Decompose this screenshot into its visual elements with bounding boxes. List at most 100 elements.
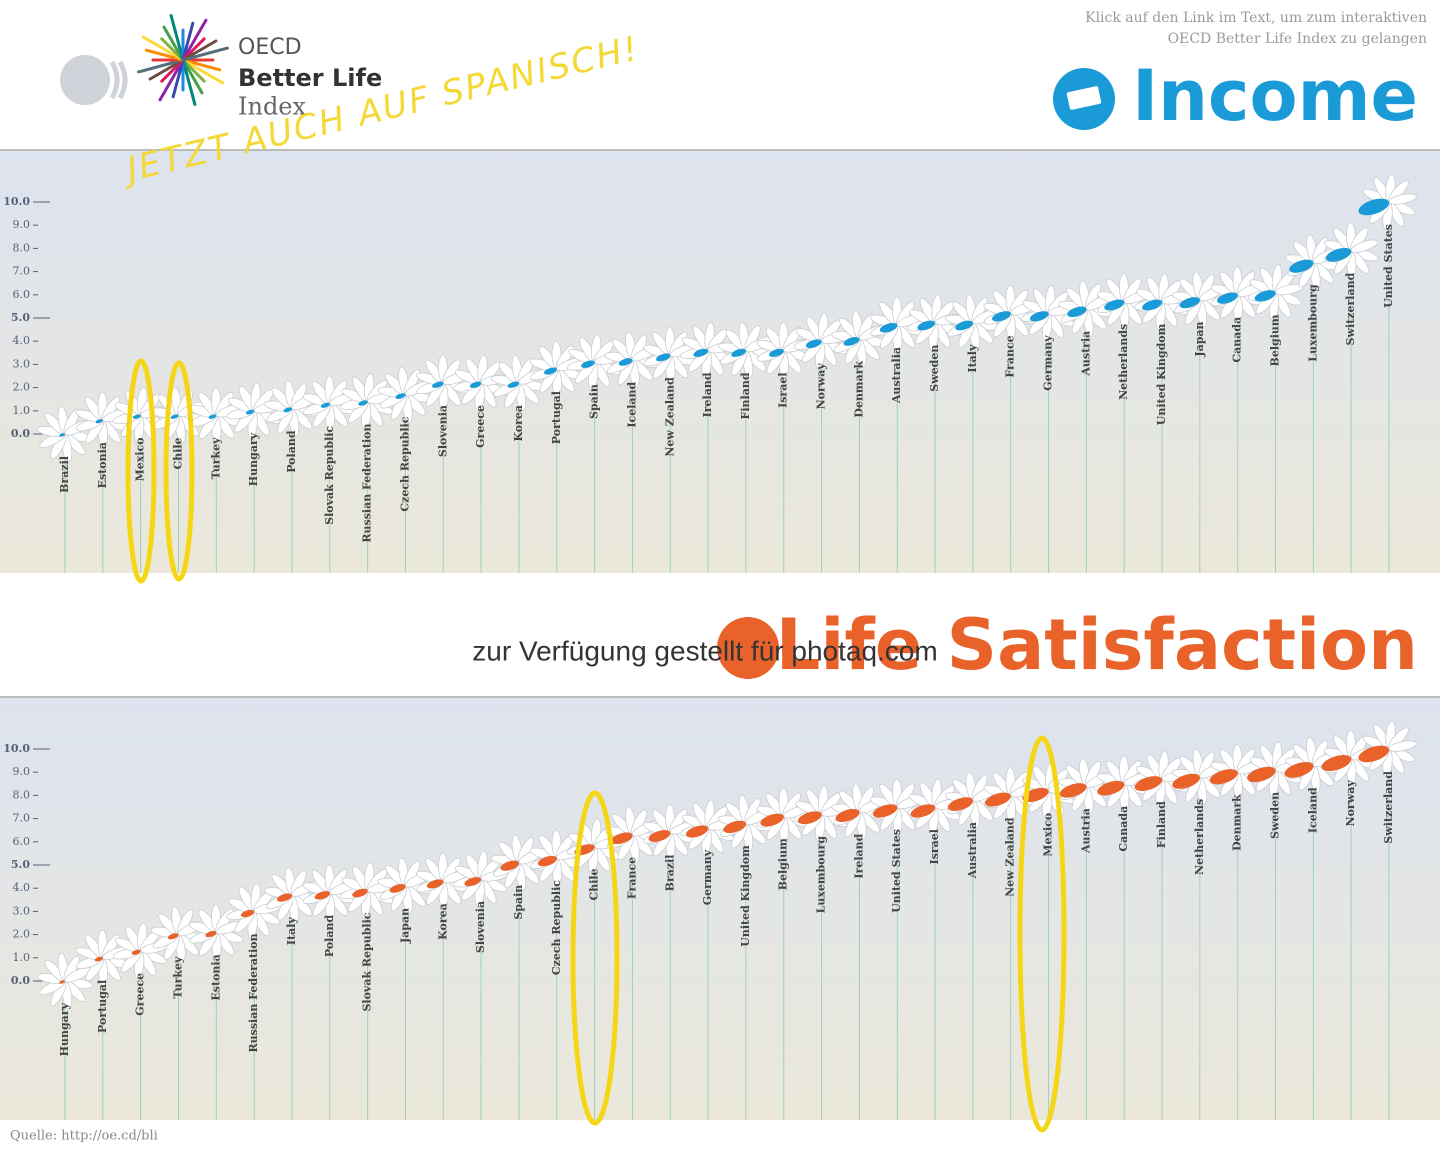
burst-ray — [137, 58, 185, 74]
value-petal — [1289, 259, 1314, 273]
flower — [1134, 273, 1190, 331]
category-label: United States — [1382, 224, 1395, 308]
value-petal — [1217, 292, 1238, 304]
value-petal — [760, 813, 784, 827]
flower — [680, 799, 736, 857]
flower — [529, 829, 585, 887]
value-petal — [59, 433, 66, 437]
value-petal — [1284, 762, 1314, 778]
life-icon — [717, 617, 779, 679]
flower — [1096, 755, 1152, 813]
flower — [226, 382, 282, 440]
value-petal — [731, 348, 746, 357]
category-label: Estonia — [96, 442, 109, 488]
value-petal — [544, 367, 557, 375]
burst-ray — [181, 39, 218, 62]
category-label: Luxembourg — [815, 836, 828, 914]
value-petal — [358, 400, 368, 406]
category-label: Denmark — [852, 361, 865, 418]
category-label: Korea — [436, 903, 449, 940]
y-tick-label: 8.0 — [13, 241, 31, 254]
value-petal — [618, 358, 633, 366]
category-label: Germany — [701, 849, 714, 905]
category-label: Germany — [1042, 335, 1055, 391]
value-petal — [1134, 776, 1163, 792]
flower — [831, 783, 888, 840]
value-petal — [769, 348, 784, 357]
y-tick-label: 0.0 — [11, 974, 30, 987]
category-label: Slovak Republic — [323, 426, 336, 525]
value-petal — [1104, 299, 1125, 311]
category-label: Netherlands — [1117, 324, 1130, 400]
flower — [490, 834, 547, 891]
value-petal — [167, 933, 179, 940]
burst-ray — [181, 58, 204, 95]
category-label: Greece — [134, 973, 147, 1016]
value-petal — [805, 339, 822, 349]
value-petal — [1321, 755, 1352, 772]
y-tick-label: 2.0 — [13, 928, 31, 941]
y-tick-label: 10.0 — [3, 195, 30, 208]
value-petal — [283, 407, 293, 413]
value-petal — [1358, 198, 1390, 216]
burst-ray — [171, 58, 185, 99]
category-label: Finland — [1155, 801, 1168, 848]
value-petal — [426, 879, 444, 889]
flower — [226, 883, 282, 940]
value-petal — [1179, 297, 1200, 309]
category-label: Australia — [890, 347, 903, 404]
value-petal — [1325, 247, 1352, 262]
flower — [1358, 720, 1417, 778]
value-petal — [507, 381, 520, 388]
y-tick-label: 4.0 — [13, 881, 31, 894]
flower — [490, 354, 547, 412]
category-label: Estonia — [209, 954, 222, 1000]
value-petal — [872, 804, 898, 818]
value-petal — [389, 884, 406, 893]
value-petal — [352, 888, 368, 898]
chart-title: Life Satisfaction — [776, 604, 1418, 686]
y-tick-label: 1.0 — [13, 404, 31, 417]
flower — [983, 284, 1038, 342]
category-label: Russian Federation — [361, 424, 374, 543]
flower — [189, 387, 244, 444]
category-label: New Zealand — [1004, 817, 1017, 897]
flower — [717, 795, 774, 852]
category-label: Norway — [815, 363, 828, 410]
category-label: Portugal — [96, 980, 109, 1033]
category-label: Russian Federation — [247, 933, 260, 1052]
category-label: Finland — [739, 372, 752, 419]
category-label: Sweden — [1269, 792, 1282, 839]
y-tick-label: 7.0 — [13, 265, 31, 278]
burst-ray — [181, 21, 195, 62]
y-tick-label: 6.0 — [13, 288, 31, 301]
category-label: Japan — [398, 908, 411, 944]
value-petal — [131, 949, 141, 955]
category-label: United States — [890, 829, 903, 913]
value-petal — [464, 877, 482, 887]
flower — [983, 767, 1038, 824]
y-tick-label: 1.0 — [13, 951, 31, 964]
burst-ray — [162, 25, 185, 62]
chart-title: Income — [1132, 55, 1418, 137]
highlight-ellipse — [570, 790, 620, 1126]
category-label: Switzerland — [1344, 272, 1357, 345]
category-label: Netherlands — [1193, 799, 1206, 875]
category-label: Israel — [928, 829, 941, 864]
logo-burst — [137, 14, 229, 106]
burst-ray — [181, 58, 225, 85]
category-label: Iceland — [1306, 787, 1319, 833]
category-label: Hungary — [58, 1002, 71, 1056]
category-label: Czech Republic — [398, 416, 411, 511]
category-label: Slovenia — [474, 901, 487, 953]
flower — [1284, 737, 1342, 794]
burst-ray — [169, 14, 185, 62]
value-petal — [685, 825, 709, 838]
category-label: Brazil — [663, 855, 676, 892]
flower — [1285, 234, 1342, 291]
flower — [1171, 748, 1228, 805]
logo-text: Index — [238, 93, 307, 121]
charts: 0.0 1.0 2.0 3.0 4.0 5.0 6.0 7.0 8.0 9.0 10.0 Brazil… — [3, 173, 1417, 1120]
category-label: Spain — [512, 885, 525, 920]
burst-ray — [181, 58, 222, 72]
